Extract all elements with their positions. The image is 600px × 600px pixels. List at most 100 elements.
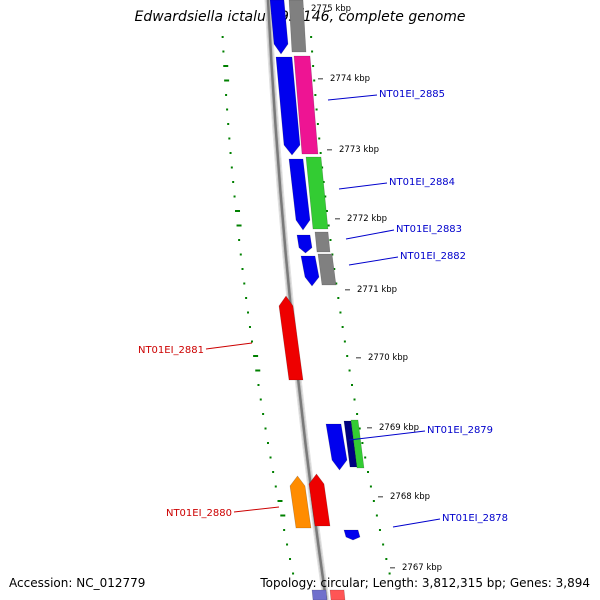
gene-label[interactable]: NT01EI_2885 — [379, 89, 445, 100]
gc-dot — [310, 36, 313, 38]
gc-dot — [322, 181, 325, 183]
kbp-tick — [345, 289, 350, 291]
gene-label[interactable]: NT01EI_2883 — [396, 224, 462, 235]
gc-dots-left — [221, 36, 295, 575]
gc-dot — [269, 456, 272, 459]
gc-dot — [274, 485, 277, 488]
kbp-marker-label: 2773 kbp — [339, 145, 379, 155]
gc-dot — [313, 79, 316, 82]
kbp-marker-label: 2767 kbp — [402, 563, 442, 573]
gc-dot — [247, 311, 250, 314]
gc-dot — [264, 427, 267, 430]
gc-dot — [311, 50, 314, 53]
gc-dot — [364, 456, 367, 459]
gc-dot — [241, 268, 244, 270]
gc-dot — [382, 543, 385, 546]
gene-arrow[interactable] — [275, 56, 301, 156]
gene-label[interactable]: NT01EI_2879 — [427, 425, 493, 436]
gc-dot — [327, 224, 330, 227]
gene-block[interactable] — [293, 55, 319, 155]
gene-block[interactable] — [305, 156, 329, 230]
gc-dot — [262, 413, 265, 415]
gc-dot — [321, 166, 324, 169]
gene-block[interactable] — [317, 253, 337, 286]
kbp-marker-label: 2768 kbp — [390, 492, 430, 502]
gc-dot — [329, 239, 332, 241]
kbp-marker-label: 2771 kbp — [357, 285, 397, 295]
genome-summary: Topology: circular; Length: 3,812,315 bp… — [260, 576, 590, 590]
gc-dot — [335, 282, 338, 285]
gene-arrow[interactable] — [288, 158, 311, 231]
gc-dot — [226, 108, 229, 111]
gene-block[interactable] — [314, 231, 331, 253]
gc-dot — [331, 253, 334, 256]
gc-dot — [372, 500, 375, 502]
gc-dot — [343, 340, 346, 343]
gene-arrow[interactable] — [343, 529, 361, 541]
gene-leader-line — [327, 94, 378, 101]
gc-dot — [253, 355, 259, 357]
kbp-tick — [378, 496, 383, 498]
gene-arrow[interactable] — [300, 255, 320, 287]
gc-dot — [375, 514, 378, 517]
kbp-marker-label: 2774 kbp — [330, 74, 370, 84]
gc-dots-right — [310, 36, 391, 575]
accession-label: Accession: NC_012779 — [9, 576, 146, 590]
gc-dot — [229, 152, 232, 154]
gc-dot — [348, 369, 351, 372]
gene-leader-line — [338, 182, 388, 190]
gc-dot — [251, 340, 254, 343]
gc-dot — [341, 326, 344, 328]
gc-dot — [272, 471, 275, 473]
kbp-marker-label: 2769 kbp — [379, 423, 419, 433]
gc-dot — [292, 572, 295, 575]
kbp-tick — [356, 357, 361, 359]
kbp-tick — [318, 78, 323, 80]
gene-block[interactable] — [288, 0, 307, 53]
gc-dot — [266, 442, 269, 444]
gene-arrow[interactable] — [269, 0, 289, 55]
gene-label[interactable]: NT01EI_2878 — [442, 513, 508, 524]
gc-dot — [225, 94, 228, 96]
gene-label[interactable]: NT01EI_2881 — [138, 345, 204, 356]
gc-dot — [222, 50, 225, 53]
gc-dot — [312, 65, 315, 67]
gene-leader-line — [348, 256, 399, 266]
gc-dot — [369, 485, 372, 488]
gene-leader-line — [205, 342, 253, 350]
gc-dot — [245, 297, 248, 299]
gene-label[interactable]: NT01EI_2880 — [166, 508, 232, 519]
gc-dot — [286, 543, 289, 546]
gene-label[interactable]: NT01EI_2882 — [400, 251, 466, 262]
gene-arrow[interactable] — [278, 295, 304, 381]
gc-dot — [337, 297, 340, 299]
gc-dot — [235, 210, 241, 212]
gene-label[interactable]: NT01EI_2884 — [389, 177, 455, 188]
gc-dot — [280, 514, 286, 517]
gc-dot — [230, 166, 233, 169]
gc-dot — [224, 79, 230, 82]
gene-arrow[interactable] — [308, 473, 331, 527]
gc-dot — [283, 529, 286, 531]
gene-block[interactable] — [329, 589, 346, 600]
gc-dot — [358, 427, 361, 430]
kbp-tick — [335, 218, 340, 220]
gc-dot — [227, 123, 230, 125]
gc-dot — [221, 36, 224, 38]
gc-dot — [316, 123, 319, 125]
gc-dot — [239, 253, 242, 256]
gene-arrow[interactable] — [325, 423, 348, 471]
gc-dot — [378, 529, 381, 531]
kbp-marker-label: 2775 kbp — [311, 4, 351, 14]
gene-block[interactable] — [311, 589, 328, 600]
gene-block[interactable] — [350, 419, 365, 469]
gc-dot — [228, 137, 231, 140]
gc-dot — [223, 65, 229, 67]
gc-dot — [248, 326, 251, 328]
gene-arrow[interactable] — [296, 234, 313, 254]
gc-dot — [259, 398, 262, 401]
kbp-tick — [390, 567, 395, 569]
gene-arrow[interactable] — [289, 475, 312, 529]
gc-dot — [319, 152, 322, 154]
